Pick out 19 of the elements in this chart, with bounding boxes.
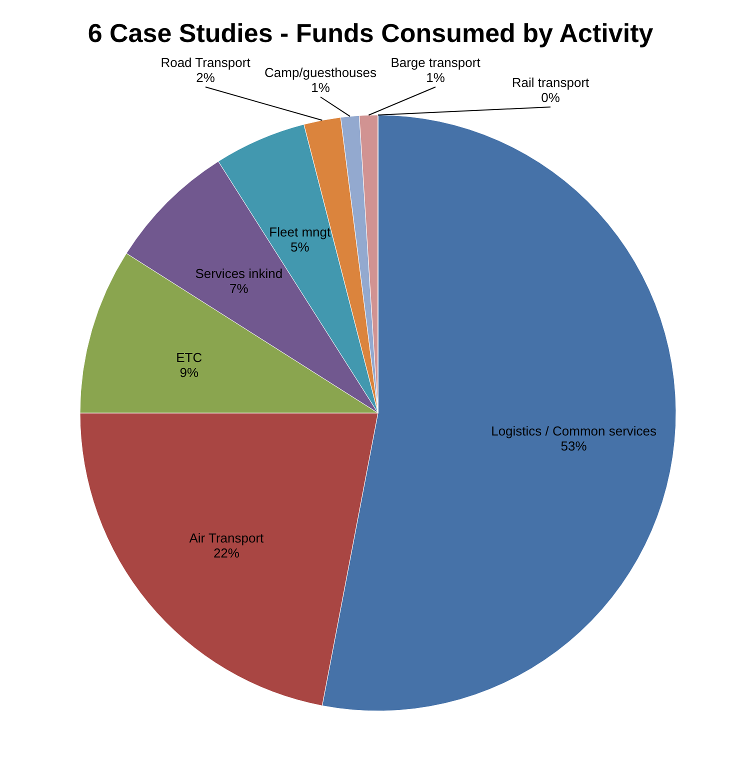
data-label: 7% [230, 280, 249, 296]
data-label: 1% [311, 80, 330, 95]
slice-label: Road Transport [160, 55, 251, 70]
data-label: 5% [290, 239, 310, 254]
data-label: 53% [560, 438, 588, 454]
text: 0% [541, 90, 560, 105]
slice-label: Logistics / Common services [491, 424, 658, 439]
data-label: 2% [196, 70, 216, 85]
slice-label: Camp/guesthouses [264, 65, 378, 80]
slice-label: Fleet mngt [269, 224, 331, 240]
data-label: 9% [180, 365, 199, 380]
data-label: 22% [213, 545, 240, 560]
category-label: Rail transport [512, 75, 590, 90]
slice-label: Air Transport [189, 530, 264, 546]
chart-title: 6 Case Studies - Funds Consumed by Activity [88, 18, 654, 48]
slice-label: ETC [176, 350, 202, 366]
data-label: 1% [426, 70, 446, 85]
slice-label: Barge transport [390, 55, 481, 70]
slice-label: Services inkind [195, 266, 283, 281]
